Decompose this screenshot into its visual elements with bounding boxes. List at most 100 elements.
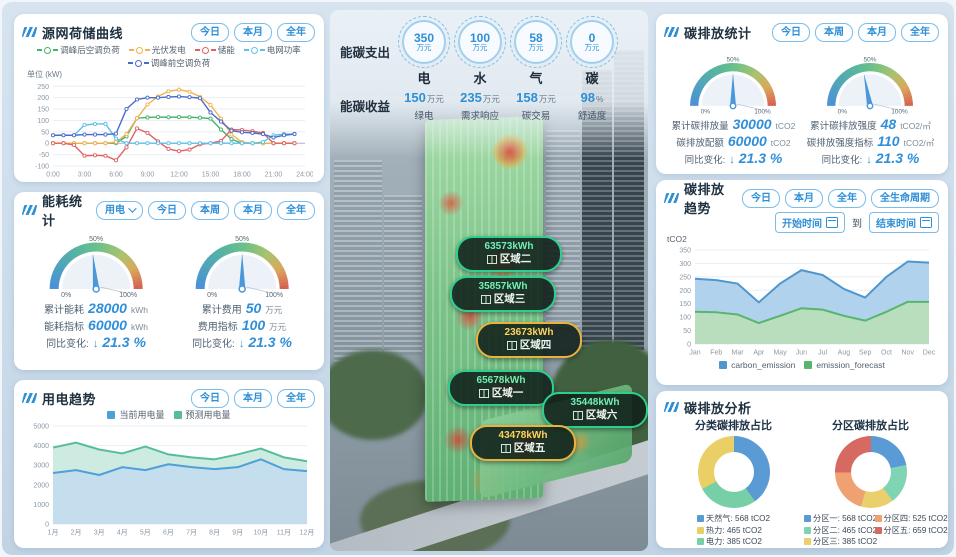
donut-legend-item[interactable]: 分区五: 659 tCO2 bbox=[874, 525, 948, 537]
zone-icon bbox=[478, 389, 489, 398]
zone-marker[interactable]: 23673kWh 区域四 bbox=[476, 322, 582, 358]
time-filter-button[interactable]: 今日 bbox=[191, 388, 229, 408]
income-row: 能碳收益 150万元 绿电 235万元 需求响应 158万元 碳交易 98% 舒适度 bbox=[330, 87, 648, 122]
background-building bbox=[384, 195, 422, 355]
legend-item[interactable]: 当前用电量 bbox=[107, 409, 165, 421]
svg-text:0%: 0% bbox=[701, 108, 711, 115]
income-kpi: 158万元 碳交易 bbox=[516, 90, 556, 122]
legend-item[interactable]: carbon_emission bbox=[719, 359, 795, 371]
category-donut-block: 分类碳排放占比 天然气: 568 tCO2 热力: 465 tCO2 电力: 385… bbox=[665, 416, 802, 550]
start-date-picker[interactable]: 开始时间 bbox=[775, 211, 845, 233]
zone-marker[interactable]: 35857kWh 区域三 bbox=[450, 276, 556, 312]
gauge: 0% 50% 100% 累计费用 50 万元 费用指标 100 万元 同比变化: ↓ 21.3 % bbox=[175, 223, 309, 352]
time-filter-button[interactable]: 今日 bbox=[772, 22, 810, 42]
zone-icon bbox=[480, 295, 491, 304]
donut-legend-item[interactable]: 天然气: 568 tCO2 bbox=[696, 513, 770, 525]
gauge: 0% 50% 100% 累计碳排放量 30000 tCO2 碳排放配额 60000 tCO2 同比… bbox=[670, 45, 796, 168]
svg-text:50: 50 bbox=[41, 129, 49, 136]
svg-text:Apr: Apr bbox=[753, 350, 765, 357]
svg-text:50: 50 bbox=[683, 328, 691, 335]
time-filter-button[interactable]: 本月 bbox=[234, 22, 272, 42]
time-filter-button[interactable]: 本月 bbox=[785, 188, 823, 208]
legend-item[interactable]: 调峰后空调负荷 bbox=[37, 44, 120, 56]
energy-type-select[interactable]: 用电 bbox=[96, 200, 143, 220]
panel-title-icon bbox=[663, 27, 680, 37]
legend-item[interactable]: 预测用电量 bbox=[173, 409, 231, 421]
svg-text:Dec: Dec bbox=[923, 350, 936, 357]
svg-text:200: 200 bbox=[679, 288, 691, 295]
svg-text:50%: 50% bbox=[89, 236, 103, 243]
panel-carbon-trend: 碳排放趋势 今日 本月 全年 全生命周期 开始时间 到 结束时间 tCO2 0 50 10… bbox=[656, 180, 948, 385]
time-filter-button[interactable]: 今日 bbox=[742, 188, 780, 208]
kpi-overlay: 能碳支出 350 万元电 100 万元水 58 万元气 0 万元碳 能碳收益 150万元 绿电 2… bbox=[330, 10, 648, 158]
calendar-icon bbox=[826, 216, 838, 228]
time-filter-group: 用电 今日 本周 本月 全年 bbox=[96, 200, 315, 220]
time-filter-button[interactable]: 全年 bbox=[277, 22, 315, 42]
time-filter-button[interactable]: 本周 bbox=[191, 200, 229, 220]
time-filter-button[interactable]: 全生命周期 bbox=[871, 188, 939, 208]
park-area bbox=[330, 350, 428, 440]
time-filter-button[interactable]: 全年 bbox=[901, 22, 939, 42]
time-filter-button[interactable]: 全年 bbox=[277, 388, 315, 408]
expense-kpi: 58 万元气 bbox=[508, 16, 564, 87]
svg-text:0: 0 bbox=[45, 141, 49, 148]
svg-text:100%: 100% bbox=[892, 108, 909, 115]
gauge: 0% 50% 100% 累计能耗 28000 kWh 能耗指标 60000 kWh 同比变化: ↓ 2… bbox=[29, 223, 163, 352]
donut-legend-item[interactable]: 分区一: 568 tCO2 bbox=[804, 513, 877, 525]
donut-legend-item[interactable]: 分区二: 465 tCO2 bbox=[804, 525, 877, 537]
svg-text:100%: 100% bbox=[265, 292, 283, 299]
source-grid-chart: -100 -50 0 50 100 150 200 250 0:00 3:00 6:00 9:00 12… bbox=[35, 84, 313, 179]
time-filter-button[interactable]: 今日 bbox=[148, 200, 186, 220]
chart-legend: 调峰后空调负荷 光伏发电 储能 电网功率调峰前空调负荷 bbox=[23, 44, 315, 69]
panel-title-icon bbox=[663, 402, 680, 412]
svg-text:100%: 100% bbox=[119, 292, 137, 299]
gauge-stat-row: 能耗指标 60000 kWh bbox=[44, 317, 148, 334]
zone-donut-chart bbox=[834, 436, 907, 508]
kpi-circle: 350 万元 bbox=[398, 16, 450, 68]
legend-item[interactable]: 储能 bbox=[194, 44, 235, 56]
svg-text:Jul: Jul bbox=[818, 350, 827, 357]
svg-text:0:00: 0:00 bbox=[46, 172, 60, 179]
svg-text:Sep: Sep bbox=[859, 350, 872, 357]
building-heatmap-scene: 能碳支出 350 万元电 100 万元水 58 万元气 0 万元碳 能碳收益 150万元 绿电 2… bbox=[330, 10, 648, 551]
gauge-stat-row: 同比变化: ↓ 21.3 % bbox=[192, 334, 292, 351]
donut-legend-item[interactable]: 分区三: 385 tCO2 bbox=[804, 536, 877, 548]
legend-item[interactable]: emission_forecast bbox=[804, 359, 885, 371]
category-donut-chart bbox=[697, 436, 770, 508]
donut-legend-item[interactable]: 电力: 385 tCO2 bbox=[696, 536, 770, 548]
time-filter-button[interactable]: 本月 bbox=[234, 200, 272, 220]
svg-text:18:00: 18:00 bbox=[233, 172, 251, 179]
zone-marker[interactable]: 63573kWh 区域二 bbox=[456, 236, 562, 272]
time-filter-button[interactable]: 本月 bbox=[234, 388, 272, 408]
donut-legend-item[interactable]: 热力: 465 tCO2 bbox=[696, 525, 770, 537]
svg-text:200: 200 bbox=[37, 95, 49, 102]
svg-text:15:00: 15:00 bbox=[202, 172, 220, 179]
svg-text:Nov: Nov bbox=[902, 350, 915, 357]
page-title: 用电趋势 bbox=[42, 391, 97, 407]
svg-text:24:00: 24:00 bbox=[296, 172, 313, 179]
donut-legend-item[interactable]: 分区四: 525 tCO2 bbox=[874, 513, 948, 525]
time-filter-button[interactable]: 全年 bbox=[828, 188, 866, 208]
gauge-stat-row: 碳排放配额 60000 tCO2 bbox=[676, 133, 791, 150]
zone-marker[interactable]: 65678kWh 区域一 bbox=[448, 370, 554, 406]
legend-item[interactable]: 调峰前空调负荷 bbox=[127, 57, 210, 69]
time-filter-button[interactable]: 本月 bbox=[858, 22, 896, 42]
chevron-down-icon bbox=[128, 203, 137, 213]
gauge-stat-row: 费用指标 100 万元 bbox=[197, 317, 287, 334]
legend-item[interactable]: 光伏发电 bbox=[128, 44, 186, 56]
end-date-picker[interactable]: 结束时间 bbox=[869, 211, 939, 233]
svg-text:21:00: 21:00 bbox=[265, 172, 283, 179]
svg-text:100%: 100% bbox=[755, 108, 772, 115]
zone-marker[interactable]: 35448kWh 区域六 bbox=[542, 392, 648, 428]
zone-marker[interactable]: 43478kWh 区域五 bbox=[470, 425, 576, 461]
expense-label: 能碳支出 bbox=[340, 46, 391, 60]
time-filter-group: 今日 本周 本月 全年 bbox=[772, 22, 939, 42]
svg-text:3000: 3000 bbox=[33, 463, 49, 470]
svg-text:-100: -100 bbox=[35, 164, 49, 171]
time-filter-button[interactable]: 本周 bbox=[815, 22, 853, 42]
legend-item[interactable]: 电网功率 bbox=[243, 44, 301, 56]
time-filter-button[interactable]: 全年 bbox=[277, 200, 315, 220]
carbon-trend-chart: 0 50 100 150 200 250 300 350 Jan Feb Mar Apr May Jun J… bbox=[679, 248, 936, 357]
time-filter-button[interactable]: 今日 bbox=[191, 22, 229, 42]
calendar-icon bbox=[920, 216, 932, 228]
